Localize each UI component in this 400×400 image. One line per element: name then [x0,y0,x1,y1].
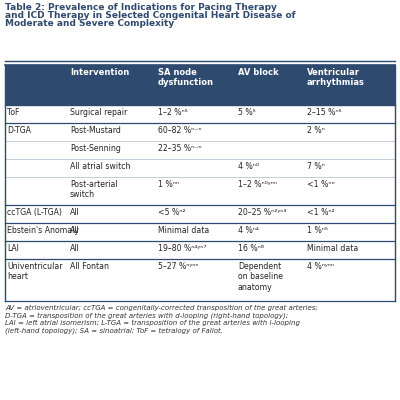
Text: <5 %ⁿ²: <5 %ⁿ² [158,208,186,217]
Text: 1 %ⁿ⁵: 1 %ⁿ⁵ [307,226,328,235]
Text: D-TGA: D-TGA [7,126,31,135]
Bar [5,223,395,241]
Text: 60–82 %ⁿ⁻ⁿ: 60–82 %ⁿ⁻ⁿ [158,126,202,135]
Text: All: All [70,208,80,217]
Text: Ebstein's Anomaly: Ebstein's Anomaly [7,226,79,235]
Text: AV block: AV block [238,68,279,77]
Text: All Fontan: All Fontan [70,262,109,271]
Bar [5,105,395,123]
Text: Minimal data: Minimal data [307,244,358,253]
Text: Post-arterial
switch: Post-arterial switch [70,180,118,200]
Bar [5,259,395,301]
Text: Univentricular
heart: Univentricular heart [7,262,62,282]
Text: Dependent
on baseline
anatomy: Dependent on baseline anatomy [238,262,283,292]
Text: Post-Mustard: Post-Mustard [70,126,121,135]
Text: 5 %⁵: 5 %⁵ [238,108,256,117]
Text: 20–25 %ⁿ²ʸⁿ³: 20–25 %ⁿ²ʸⁿ³ [238,208,286,217]
Text: 19–80 %ⁿ⁴ʸⁿ⁷: 19–80 %ⁿ⁴ʸⁿ⁷ [158,244,206,253]
Bar [5,141,395,159]
Text: 4 %ⁿ⁴: 4 %ⁿ⁴ [238,226,259,235]
Text: <1 %ⁿⁿ: <1 %ⁿⁿ [307,180,335,189]
Text: AV = atrioventricular; ccTGA = congenitally-corrected transposition of the great: AV = atrioventricular; ccTGA = congenita… [5,305,318,334]
Text: 22–35 %ⁿ⁻ⁿ: 22–35 %ⁿ⁻ⁿ [158,144,202,153]
Bar [5,241,395,259]
Text: Intervention: Intervention [70,68,129,77]
Text: Moderate and Severe Complexity: Moderate and Severe Complexity [5,19,174,28]
Text: 4 %ⁿʸⁿⁿ: 4 %ⁿʸⁿⁿ [307,262,334,271]
Text: All: All [70,244,80,253]
Bar [5,159,395,177]
Text: Table 2: Prevalence of Indications for Pacing Therapy: Table 2: Prevalence of Indications for P… [5,3,277,12]
Text: Ventricular
arrhythmias: Ventricular arrhythmias [307,68,365,87]
Text: All atrial switch: All atrial switch [70,162,130,171]
Text: 2–15 %ⁿ⁵: 2–15 %ⁿ⁵ [307,108,342,117]
Text: 16 %ⁿ⁶: 16 %ⁿ⁶ [238,244,264,253]
Text: Minimal data: Minimal data [158,226,209,235]
Text: 4 %ⁿ⁰: 4 %ⁿ⁰ [238,162,259,171]
Text: ccTGA (L-TGA): ccTGA (L-TGA) [7,208,62,217]
Text: Post-Senning: Post-Senning [70,144,121,153]
Text: 1–2 %ⁿ⁰ʸⁿⁿ: 1–2 %ⁿ⁰ʸⁿⁿ [238,180,277,189]
Text: All: All [70,226,80,235]
Bar [5,177,395,205]
Text: LAI: LAI [7,244,19,253]
Text: and ICD Therapy in Selected Congenital Heart Disease of: and ICD Therapy in Selected Congenital H… [5,11,296,20]
Text: 5–27 %ⁿʸⁿⁿ: 5–27 %ⁿʸⁿⁿ [158,262,198,271]
Text: <1 %ⁿ²: <1 %ⁿ² [307,208,335,217]
Bar [5,123,395,141]
Text: SA node
dysfunction: SA node dysfunction [158,68,214,87]
Bar [5,65,395,105]
Text: 7 %ⁿ: 7 %ⁿ [307,162,325,171]
Bar [5,205,395,223]
Text: Surgical repair: Surgical repair [70,108,127,117]
Text: ToF: ToF [7,108,19,117]
Text: 2 %ⁿ: 2 %ⁿ [307,126,325,135]
Text: 1 %ⁿⁿ: 1 %ⁿⁿ [158,180,179,189]
Text: 1–2 %ⁿ⁵: 1–2 %ⁿ⁵ [158,108,188,117]
